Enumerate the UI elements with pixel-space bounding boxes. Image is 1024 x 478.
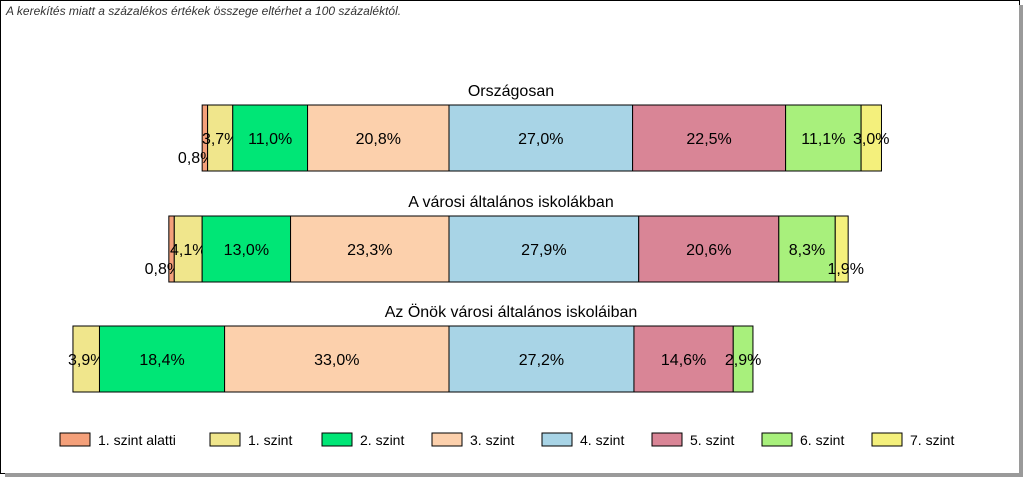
bar-2-3 — [224, 325, 450, 393]
legend-swatch-1 — [209, 432, 241, 447]
bar-1-4 — [448, 215, 640, 283]
bar-2-4 — [448, 325, 635, 393]
legend-swatch-5 — [651, 432, 683, 447]
bar-1-5 — [638, 215, 780, 283]
bar-2-1 — [72, 325, 100, 393]
data-label-1-3: 23,3% — [347, 242, 392, 259]
data-label-2-5: 14,6% — [661, 352, 706, 369]
legend-swatch-3 — [431, 432, 463, 447]
data-label-0-1: 3,7% — [202, 131, 238, 148]
legend-swatch-0 — [59, 432, 91, 447]
bar-0-7 — [860, 104, 882, 172]
legend-swatch-6 — [761, 432, 793, 447]
bar-1-2 — [201, 215, 292, 283]
category-title-0: Országosan — [468, 83, 554, 100]
category-title-1: A városi általános iskolákban — [408, 194, 613, 211]
data-label-0-5: 22,5% — [686, 131, 731, 148]
data-label-0-0: 0,8% — [178, 150, 214, 167]
data-label-1-5: 20,6% — [686, 242, 731, 259]
data-label-2-4: 27,2% — [519, 352, 564, 369]
bar-2-2 — [98, 325, 226, 393]
data-label-0-2: 11,0% — [248, 131, 292, 148]
legend-label-4: 4. szint — [580, 432, 624, 448]
bar-2-6 — [732, 325, 754, 393]
bar-0-2 — [232, 104, 309, 172]
data-label-1-7: 1,9% — [827, 261, 863, 278]
bar-0-4 — [448, 104, 634, 172]
data-label-1-0: 0,8% — [145, 261, 181, 278]
data-label-0-6: 11,1% — [801, 131, 845, 148]
frame-shadow-bottom — [5, 473, 1023, 477]
bar-0-3 — [307, 104, 450, 172]
data-label-2-6: 2,9% — [725, 352, 761, 369]
legend-label-0: 1. szint alatti — [98, 432, 176, 448]
legend-swatch-4 — [541, 432, 573, 447]
bar-1-7 — [834, 215, 849, 283]
data-label-0-3: 20,8% — [356, 131, 401, 148]
legend-label-2: 2. szint — [360, 432, 404, 448]
legend-swatch-7 — [871, 432, 903, 447]
legend-label-1: 1. szint — [248, 432, 292, 448]
data-label-2-2: 18,4% — [139, 352, 184, 369]
data-label-2-1: 3,9% — [68, 352, 104, 369]
legend: 1. szint alatti 1. szint 2. szint 3. szint 4… — [59, 432, 954, 448]
bar-0-5 — [632, 104, 787, 172]
data-label-1-1: 4,1% — [170, 242, 206, 259]
bar-0-6 — [785, 104, 862, 172]
data-label-1-6: 8,3% — [789, 242, 825, 259]
category-title-2: Az Önök városi általános iskoláiban — [385, 303, 638, 321]
legend-label-3: 3. szint — [470, 432, 514, 448]
legend-label-7: 7. szint — [910, 432, 954, 448]
data-label-1-2: 13,0% — [224, 242, 269, 259]
legend-label-6: 6. szint — [800, 432, 844, 448]
data-label-2-3: 33,0% — [314, 352, 359, 369]
data-label-0-7: 3,0% — [853, 131, 889, 148]
bar-2-5 — [633, 325, 734, 393]
legend-swatch-2 — [321, 432, 353, 447]
data-label-0-4: 27,0% — [518, 131, 563, 148]
frame-shadow-right — [1019, 5, 1023, 477]
bar-1-6 — [778, 215, 836, 283]
legend-label-5: 5. szint — [690, 432, 734, 448]
data-label-1-4: 27,9% — [521, 242, 566, 259]
rounding-note: A kerekítés miatt a százalékos értékek ö… — [6, 4, 402, 18]
